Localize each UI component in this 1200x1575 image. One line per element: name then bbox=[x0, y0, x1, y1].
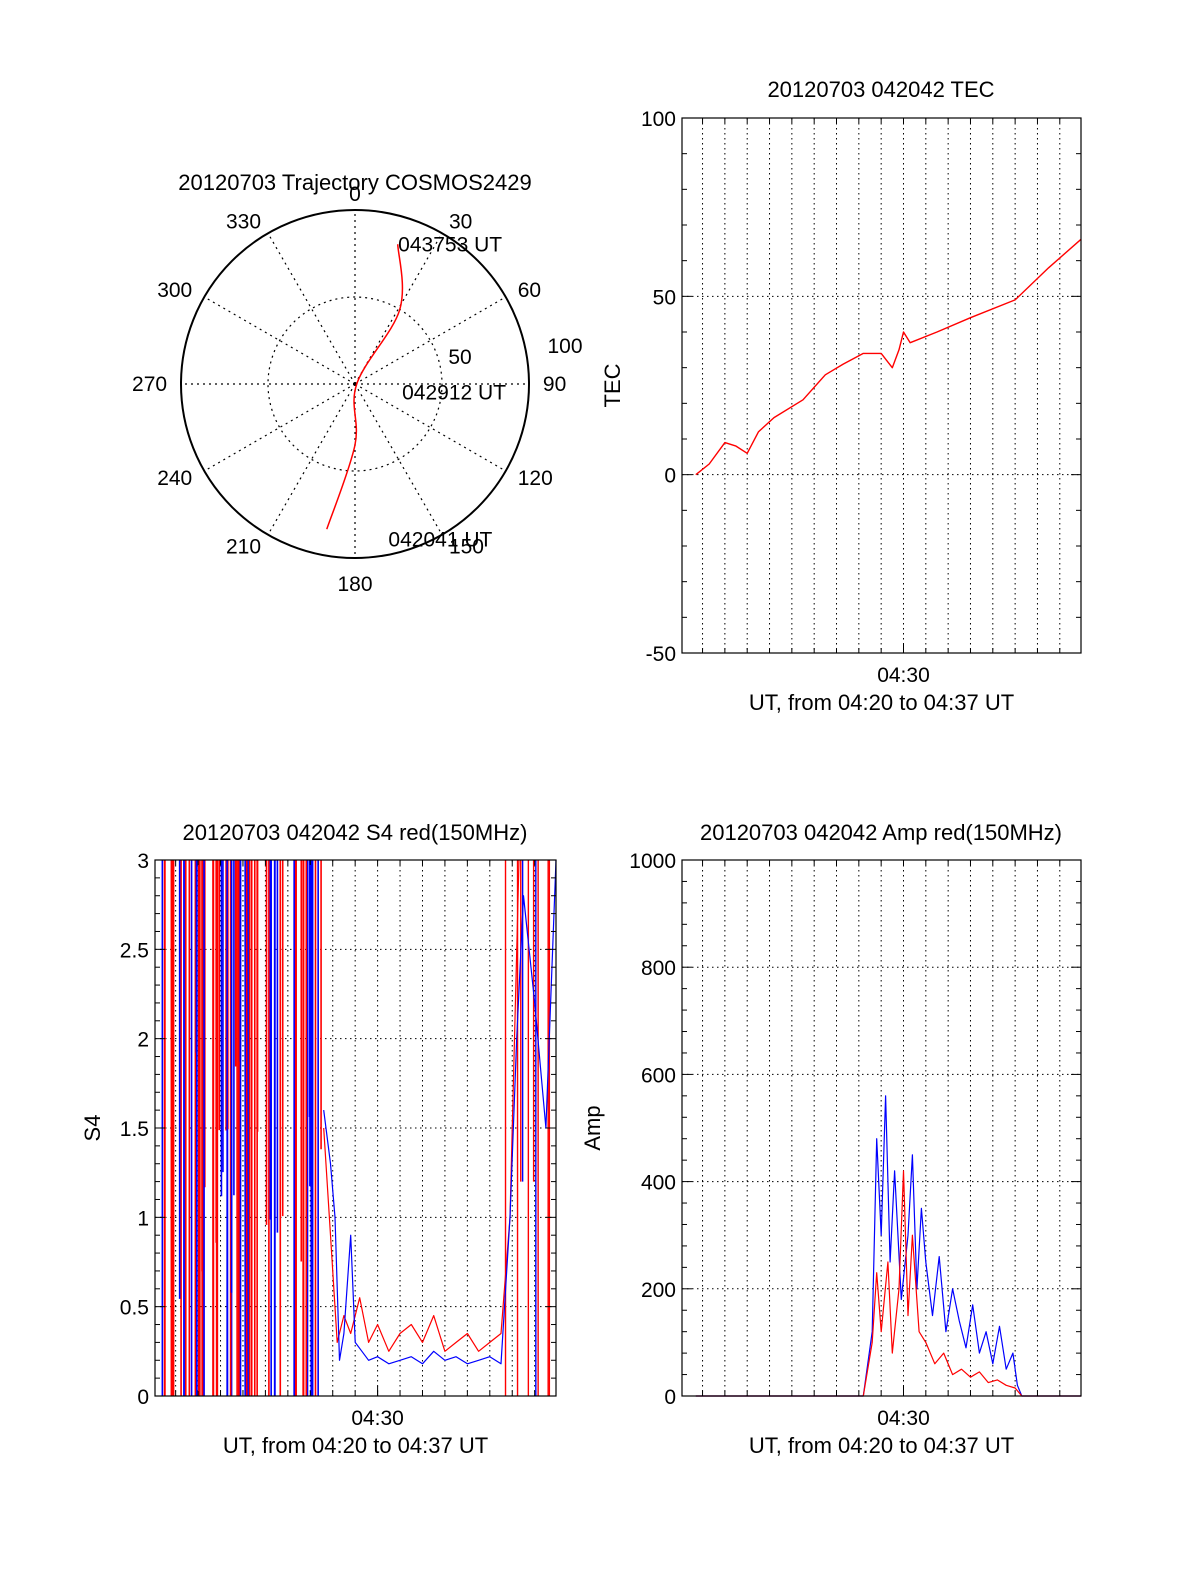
polar-angle-label: 90 bbox=[543, 373, 566, 396]
polar-spoke bbox=[204, 383, 356, 472]
polar-spoke bbox=[354, 383, 443, 535]
trajectory-time-label: 042912 UT bbox=[402, 382, 506, 405]
polar-spoke bbox=[354, 233, 443, 385]
polar-angle-label: 30 bbox=[449, 210, 472, 233]
polar-radius-label: 100 bbox=[547, 335, 582, 358]
amp-y-ticks: 1000 800 600 400 200 0 bbox=[629, 850, 1081, 1409]
y-tick-label: 2 bbox=[137, 1029, 149, 1052]
tec-chart: 20120703 042042 TEC 100 50 0 -50 04:30 UT, … bbox=[600, 77, 1082, 715]
trajectory-annotations: 043753 UT 042912 UT 042041 UT bbox=[388, 233, 506, 551]
blue-series-line bbox=[695, 1095, 1081, 1397]
tec-series bbox=[695, 238, 1082, 476]
polar-angle-label: 240 bbox=[157, 467, 192, 490]
tec-title: 20120703 042042 TEC bbox=[767, 77, 994, 102]
polar-angle-label: 330 bbox=[226, 210, 261, 233]
s4-y-ticks: 3 2.5 2 1.5 1 0.5 0 bbox=[120, 850, 556, 1409]
amp-chart: 20120703 042042 Amp red(150MHz) 1000 800 6… bbox=[580, 820, 1082, 1458]
amp-y-axis-label: Amp bbox=[580, 1105, 605, 1150]
amp-title: 20120703 042042 Amp red(150MHz) bbox=[700, 820, 1062, 845]
tec-x-axis-label: UT, from 04:20 to 04:37 UT bbox=[749, 690, 1014, 715]
s4-chart: 20120703 042042 S4 red(150MHz) 3 2.5 2 1.5 1… bbox=[80, 820, 557, 1458]
s4-x-tick-label: 04:30 bbox=[351, 1407, 404, 1430]
polar-inner-circle bbox=[267, 296, 443, 472]
tec-grid bbox=[682, 118, 1081, 653]
s4-y-axis-label: S4 bbox=[80, 1115, 105, 1142]
tec-y-ticks: 100 50 0 -50 bbox=[641, 108, 1081, 666]
polar-angle-label: 150 bbox=[449, 536, 484, 559]
y-tick-label: 0 bbox=[137, 1386, 149, 1409]
amp-x-tick-label: 04:30 bbox=[877, 1407, 930, 1430]
polar-angle-label: 270 bbox=[132, 373, 167, 396]
y-tick-label: 800 bbox=[641, 957, 676, 980]
polar-angle-label: 60 bbox=[518, 279, 541, 302]
polar-spoke bbox=[267, 383, 356, 535]
polar-radius-labels: 50 100 bbox=[448, 335, 582, 369]
polar-angle-label: 120 bbox=[518, 467, 553, 490]
y-tick-label: 1000 bbox=[629, 850, 676, 873]
tec-x-tick-label: 04:30 bbox=[877, 664, 930, 687]
y-tick-label: 0 bbox=[664, 1386, 676, 1409]
polar-spoke bbox=[204, 296, 356, 385]
y-tick-label: 0 bbox=[664, 465, 676, 488]
polar-angle-labels: 0 30 60 90 120 150 180 210 240 270 300 330 bbox=[132, 183, 566, 596]
polar-outer-circle bbox=[180, 209, 530, 559]
polar-angle-label: 180 bbox=[337, 573, 372, 596]
polar-radius-label: 50 bbox=[448, 346, 471, 369]
red-series-line bbox=[695, 1170, 1081, 1397]
amp-grid bbox=[682, 860, 1081, 1396]
s4-spikes bbox=[161, 860, 551, 1396]
y-tick-label: 3 bbox=[137, 850, 149, 873]
polar-grid bbox=[180, 209, 530, 559]
tec-y-axis-label: TEC bbox=[600, 363, 625, 407]
polar-spoke bbox=[267, 233, 356, 385]
trajectory-track bbox=[326, 244, 404, 530]
polar-angle-label: 300 bbox=[157, 279, 192, 302]
y-tick-label: 2.5 bbox=[120, 939, 149, 962]
y-tick-label: 50 bbox=[653, 286, 676, 309]
s4-minor-ticks bbox=[155, 860, 556, 1396]
red-series-line bbox=[323, 859, 520, 1352]
trajectory-polar-plot: 20120703 Trajectory COSMOS2429 0 30 60 90 12… bbox=[132, 170, 582, 596]
y-tick-label: 400 bbox=[641, 1172, 676, 1195]
s4-x-axis-label: UT, from 04:20 to 04:37 UT bbox=[223, 1433, 488, 1458]
blue-series-line bbox=[323, 859, 557, 1365]
tec-minor-ticks bbox=[682, 118, 1081, 653]
polar-angle-label: 210 bbox=[226, 536, 261, 559]
y-tick-label: 0.5 bbox=[120, 1297, 149, 1320]
trajectory-time-label: 043753 UT bbox=[398, 233, 502, 256]
polar-spoke bbox=[354, 383, 506, 472]
y-tick-label: 1 bbox=[137, 1207, 149, 1230]
red-series-line bbox=[695, 238, 1082, 476]
polar-angle-label: 0 bbox=[349, 183, 361, 206]
polar-spoke bbox=[354, 296, 506, 385]
trajectory-title: 20120703 Trajectory COSMOS2429 bbox=[178, 170, 531, 195]
y-tick-label: -50 bbox=[646, 643, 676, 666]
y-tick-label: 600 bbox=[641, 1064, 676, 1087]
s4-title: 20120703 042042 S4 red(150MHz) bbox=[183, 820, 528, 845]
trajectory-time-label: 042041 UT bbox=[388, 529, 492, 552]
amp-minor-ticks bbox=[682, 860, 1081, 1396]
trajectory-path bbox=[326, 244, 404, 530]
y-tick-label: 1.5 bbox=[120, 1118, 149, 1141]
s4-grid bbox=[155, 860, 556, 1396]
s4-series bbox=[323, 859, 557, 1365]
y-tick-label: 200 bbox=[641, 1279, 676, 1302]
amp-x-axis-label: UT, from 04:20 to 04:37 UT bbox=[749, 1433, 1014, 1458]
y-tick-label: 100 bbox=[641, 108, 676, 131]
amp-series bbox=[695, 1095, 1081, 1397]
